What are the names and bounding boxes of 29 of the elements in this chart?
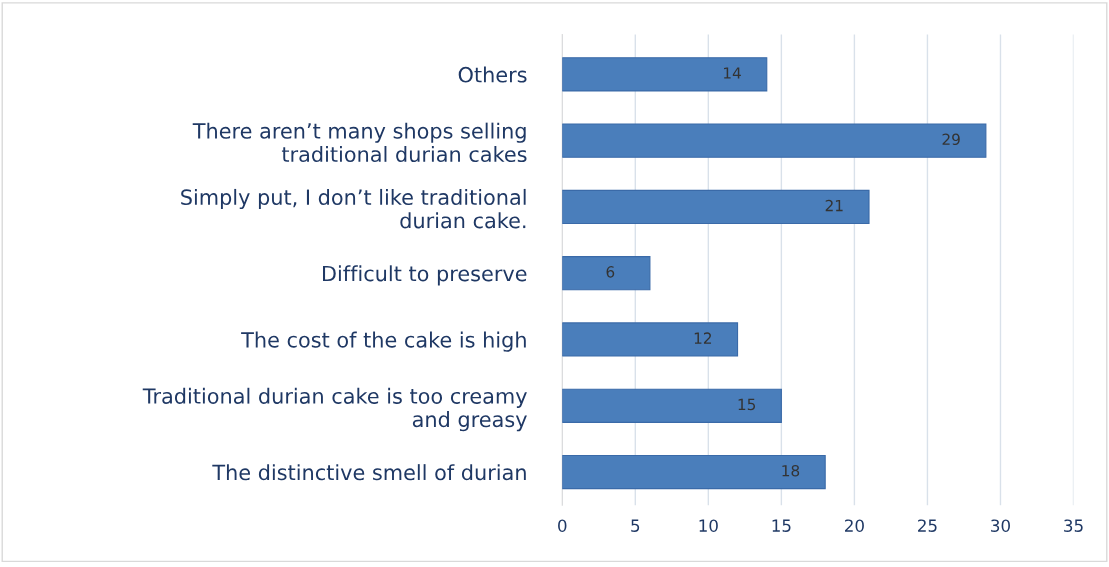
data-label: 21: [825, 199, 843, 212]
bar: [562, 189, 870, 225]
x-tick-label: 15: [772, 519, 791, 532]
data-label: 18: [782, 464, 800, 477]
y-tick-label: Others: [458, 66, 527, 83]
x-tick-label: 25: [918, 519, 937, 532]
data-label: 29: [942, 133, 960, 146]
y-tick-label: There aren’t many shops selling traditional durian cakes: [192, 122, 527, 163]
x-tick-label: 35: [1064, 519, 1083, 532]
y-tick-label: The distinctive smell of durian: [212, 464, 526, 481]
x-tick-label: 10: [699, 519, 718, 532]
bar: [562, 57, 768, 92]
y-tick-label: The cost of the cake is high: [241, 331, 526, 352]
bar: [562, 256, 651, 291]
x-tick-label: 30: [991, 519, 1010, 532]
x-tick-label: 20: [845, 519, 864, 532]
bar: [562, 388, 782, 423]
bar: [562, 322, 739, 357]
data-label: 6: [606, 266, 615, 278]
data-label: 15: [738, 398, 756, 411]
x-tick-label: 5: [631, 519, 640, 532]
x-tick-label: 0: [558, 519, 567, 532]
data-label: 12: [694, 332, 712, 344]
data-label: 14: [724, 67, 741, 79]
y-tick-label: Simply put, I don’t like traditional durian cake.: [181, 188, 526, 229]
y-tick-label: Traditional durian cake is too creamy and greasy: [142, 387, 527, 432]
bar: [562, 123, 987, 158]
bar: [562, 454, 826, 490]
y-tick-label: Difficult to preserve: [323, 265, 527, 286]
